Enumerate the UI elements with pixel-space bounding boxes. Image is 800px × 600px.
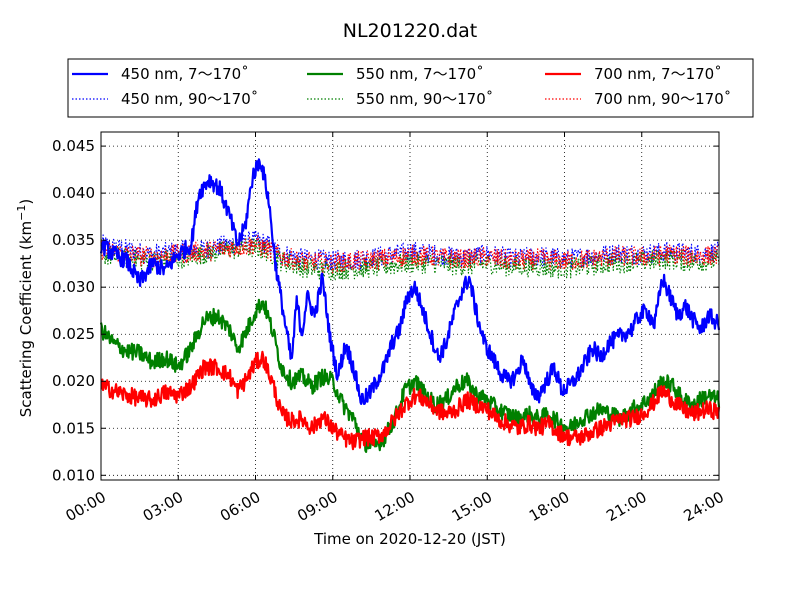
legend-label: 450 nm, 7～170˚ bbox=[121, 65, 249, 83]
series-line bbox=[99, 298, 721, 453]
legend-label: 550 nm, 7～170˚ bbox=[356, 65, 484, 83]
y-tick-label: 0.010 bbox=[52, 466, 95, 484]
legend-label: 700 nm, 7～170˚ bbox=[594, 65, 722, 83]
series-line bbox=[100, 235, 720, 274]
series-line bbox=[100, 350, 721, 451]
legend: 450 nm, 7～170˚ 450 nm, 90～170˚ 550 nm, 7～1… bbox=[67, 58, 754, 118]
y-axis-label-main: Scattering Coefficient (km bbox=[17, 221, 35, 417]
y-tick-label: 0.035 bbox=[52, 231, 95, 249]
y-tick-label: 0.040 bbox=[52, 184, 95, 202]
series-line bbox=[99, 158, 721, 405]
legend-box bbox=[67, 58, 754, 118]
legend-label: 450 nm, 90～170˚ bbox=[121, 90, 258, 108]
y-tick-label: 0.025 bbox=[52, 325, 95, 343]
y-tick-label: 0.015 bbox=[52, 419, 95, 437]
y-axis-label-sup: −1 bbox=[15, 205, 28, 221]
y-axis-label: Scattering Coefficient (km−1) bbox=[15, 199, 35, 418]
y-tick-label: 0.030 bbox=[52, 278, 95, 296]
series-group bbox=[99, 158, 721, 453]
chart-title: NL201220.dat bbox=[343, 20, 478, 42]
y-tick-label: 0.045 bbox=[52, 137, 95, 155]
legend-label: 550 nm, 90～170˚ bbox=[356, 90, 493, 108]
y-axis-label-close: ) bbox=[17, 199, 35, 205]
legend-label: 700 nm, 90～170˚ bbox=[594, 90, 731, 108]
x-axis-label: Time on 2020-12-20 (JST) bbox=[313, 530, 506, 548]
y-tick-label: 0.020 bbox=[52, 372, 95, 390]
